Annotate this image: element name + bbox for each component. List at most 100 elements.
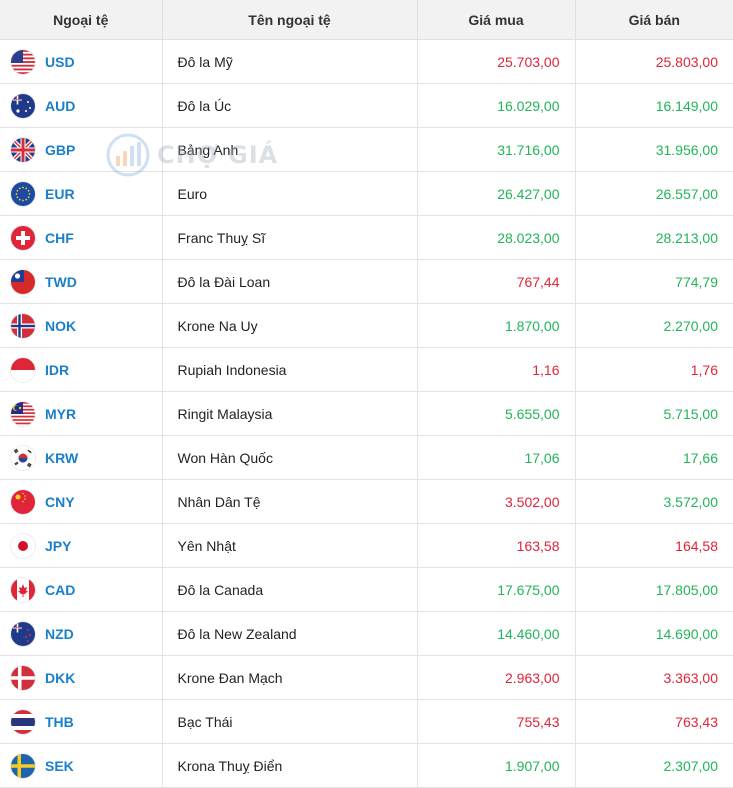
buy-price: 25.703,00 [417,39,576,84]
currency-name: Krone Na Uy [162,303,418,348]
table-row: SEK Krona Thuỵ Điển 1.907,00 2.307,00 [0,743,733,788]
us-flag-icon [11,49,35,74]
buy-price: 31.716,00 [417,127,576,172]
currency-code-link[interactable]: MYR [45,405,77,422]
table-row: USD Đô la Mỹ 25.703,00 25.803,00 [0,39,733,84]
currency-name: Đô la Úc [162,83,418,128]
currency-code-cell: TWD [0,259,163,304]
header-sell-price: Giá bán [575,0,733,40]
table-row: NZD Đô la New Zealand 14.460,00 14.690,00 [0,611,733,656]
dk-flag-icon [11,665,35,690]
currency-code-cell: CHF [0,215,163,260]
ca-flag-icon [11,577,35,602]
sell-price: 25.803,00 [575,39,733,84]
currency-code-link[interactable]: IDR [45,361,70,378]
currency-code-link[interactable]: THB [45,713,74,730]
buy-price: 28.023,00 [417,215,576,260]
eu-flag-icon [11,181,35,206]
table-row: CNY Nhân Dân Tệ 3.502,00 3.572,00 [0,479,733,524]
sell-price: 17.805,00 [575,567,733,612]
sell-price: 774,79 [575,259,733,304]
currency-code-link[interactable]: CAD [45,581,76,598]
table-row: JPY Yên Nhật 163,58 164,58 [0,523,733,568]
sell-price: 3.363,00 [575,655,733,700]
id-flag-icon [11,357,35,382]
currency-code-cell: USD [0,39,163,84]
currency-code-cell: NOK [0,303,163,348]
currency-code-link[interactable]: DKK [45,669,76,686]
no-flag-icon [11,313,35,338]
sell-price: 763,43 [575,699,733,744]
sell-price: 14.690,00 [575,611,733,656]
currency-code-link[interactable]: CHF [45,229,74,246]
tw-flag-icon [11,269,35,294]
currency-code-cell: MYR [0,391,163,436]
currency-name: Đô la Đài Loan [162,259,418,304]
currency-code-link[interactable]: CNY [45,493,75,510]
buy-price: 26.427,00 [417,171,576,216]
currency-name: Bảng Anh [162,127,418,172]
currency-name: Đô la Canada [162,567,418,612]
sell-price: 164,58 [575,523,733,568]
jp-flag-icon [11,533,35,558]
currency-code-link[interactable]: SEK [45,757,74,774]
au-flag-icon [11,93,35,118]
buy-price: 5.655,00 [417,391,576,436]
currency-code-link[interactable]: NZD [45,625,74,642]
sell-price: 17,66 [575,435,733,480]
table-row: EUR Euro 26.427,00 26.557,00 [0,171,733,216]
buy-price: 755,43 [417,699,576,744]
currency-name: Đô la New Zealand [162,611,418,656]
kr-flag-icon [11,445,35,470]
sell-price: 26.557,00 [575,171,733,216]
currency-code-cell: CAD [0,567,163,612]
table-row: NOK Krone Na Uy 1.870,00 2.270,00 [0,303,733,348]
currency-code-cell: KRW [0,435,163,480]
buy-price: 17,06 [417,435,576,480]
currency-code-cell: SEK [0,743,163,788]
table-row: GBP Bảng Anh 31.716,00 31.956,00 [0,127,733,172]
currency-name: Đô la Mỹ [162,39,418,84]
header-currency-name: Tên ngoại tệ [162,0,418,40]
currency-code-link[interactable]: GBP [45,141,76,158]
currency-name: Rupiah Indonesia [162,347,418,392]
currency-code-link[interactable]: NOK [45,317,77,334]
sell-price: 1,76 [575,347,733,392]
currency-code-link[interactable]: KRW [45,449,79,466]
table-row: KRW Won Hàn Quốc 17,06 17,66 [0,435,733,480]
buy-price: 1.870,00 [417,303,576,348]
currency-code-link[interactable]: AUD [45,97,76,114]
sell-price: 2.307,00 [575,743,733,788]
currency-name: Krone Đan Mạch [162,655,418,700]
buy-price: 2.963,00 [417,655,576,700]
currency-name: Franc Thuỵ Sĩ [162,215,418,260]
currency-code-cell: AUD [0,83,163,128]
sell-price: 28.213,00 [575,215,733,260]
buy-price: 1,16 [417,347,576,392]
th-flag-icon [11,709,35,734]
ch-flag-icon [11,225,35,250]
gb-flag-icon [11,137,35,162]
table-header-row: Ngoại tệ Tên ngoại tệ Giá mua Giá bán [0,0,733,40]
sell-price: 31.956,00 [575,127,733,172]
currency-code-link[interactable]: EUR [45,185,75,202]
sell-price: 16.149,00 [575,83,733,128]
currency-code-link[interactable]: USD [45,53,75,70]
buy-price: 1.907,00 [417,743,576,788]
currency-code-link[interactable]: JPY [45,537,72,554]
table-row: THB Bạc Thái 755,43 763,43 [0,699,733,744]
table-row: DKK Krone Đan Mạch 2.963,00 3.363,00 [0,655,733,700]
table-row: MYR Ringit Malaysia 5.655,00 5.715,00 [0,391,733,436]
nz-flag-icon [11,621,35,646]
currency-code-cell: NZD [0,611,163,656]
currency-name: Euro [162,171,418,216]
currency-code-cell: DKK [0,655,163,700]
currency-code-cell: GBP [0,127,163,172]
currency-name: Nhân Dân Tệ [162,479,418,524]
currency-name: Krona Thuỵ Điển [162,743,418,788]
buy-price: 3.502,00 [417,479,576,524]
currency-code-link[interactable]: TWD [45,273,77,290]
table-row: CAD Đô la Canada 17.675,00 17.805,00 [0,567,733,612]
